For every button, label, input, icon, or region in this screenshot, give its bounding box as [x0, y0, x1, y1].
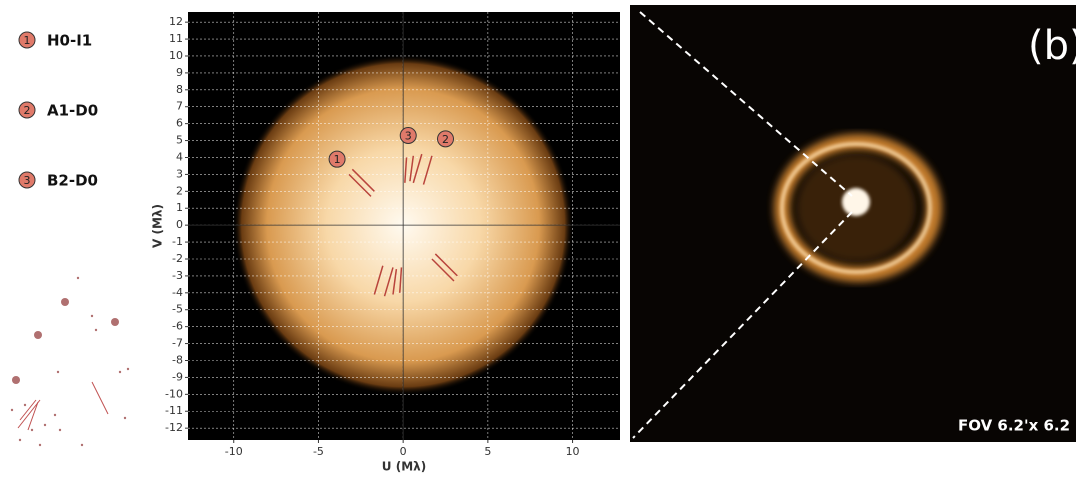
x-axis-label: U (Mλ) — [382, 460, 426, 474]
y-tick-label: -10 — [165, 387, 183, 400]
y-axis-label: V (Mλ) — [151, 204, 165, 248]
legend: 1 H0-I1 2 A1-D0 3 B2-D0 — [19, 32, 98, 190]
array-layout — [11, 277, 129, 446]
y-tick-label: -6 — [172, 320, 183, 333]
fov-label: FOV 6.2'x 6.2 — [958, 417, 1070, 435]
y-tick-label: 5 — [176, 134, 183, 147]
y-tick-label: -5 — [172, 303, 183, 316]
legend-marker-label: 2 — [24, 104, 31, 117]
baseline-marker-label: 1 — [334, 153, 341, 166]
y-tick-label: 1 — [176, 201, 183, 214]
baseline-marker-label: 3 — [405, 129, 412, 142]
y-tick-label: 9 — [176, 66, 183, 79]
y-tick-label: 3 — [176, 167, 183, 180]
y-tick-label: 10 — [169, 49, 183, 62]
x-tick-label: 0 — [400, 445, 407, 458]
x-tick-label: 5 — [484, 445, 491, 458]
legend-marker-label: 3 — [24, 174, 31, 187]
y-tick-label: -3 — [172, 269, 183, 282]
legend-label: A1-D0 — [47, 102, 98, 120]
legend-label: B2-D0 — [47, 172, 98, 190]
y-tick-label: -7 — [172, 337, 183, 350]
y-tick-label: -9 — [172, 370, 183, 383]
y-tick-label: 4 — [176, 150, 183, 163]
panel-label: (b) — [1028, 23, 1076, 69]
y-tick-label: 12 — [169, 15, 183, 28]
y-tick-label: -11 — [165, 404, 183, 417]
y-tick-label: 0 — [176, 218, 183, 231]
y-tick-label: -12 — [165, 421, 183, 434]
x-tick-label: -10 — [225, 445, 243, 458]
y-tick-label: -1 — [172, 235, 183, 248]
x-tick-label: 10 — [566, 445, 580, 458]
y-tick-label: 6 — [176, 117, 183, 130]
y-tick-label: 2 — [176, 184, 183, 197]
figure: 1H0-I12A1-D03B2-D0 123 U (Mλ) V (Mλ) (b)… — [0, 0, 1076, 484]
y-tick-label: -8 — [172, 353, 183, 366]
y-tick-label: -4 — [172, 286, 183, 299]
legend-label: H0-I1 — [47, 32, 92, 50]
legend-marker-label: 1 — [24, 34, 31, 47]
y-tick-label: 7 — [176, 100, 183, 113]
baseline-marker-label: 2 — [442, 133, 449, 146]
x-tick-label: -5 — [313, 445, 324, 458]
y-tick-label: -2 — [172, 252, 183, 265]
image-panel: (b) FOV 6.2'x 6.2 — [630, 5, 1076, 442]
y-tick-label: 8 — [176, 83, 183, 96]
y-tick-label: 11 — [169, 32, 183, 45]
